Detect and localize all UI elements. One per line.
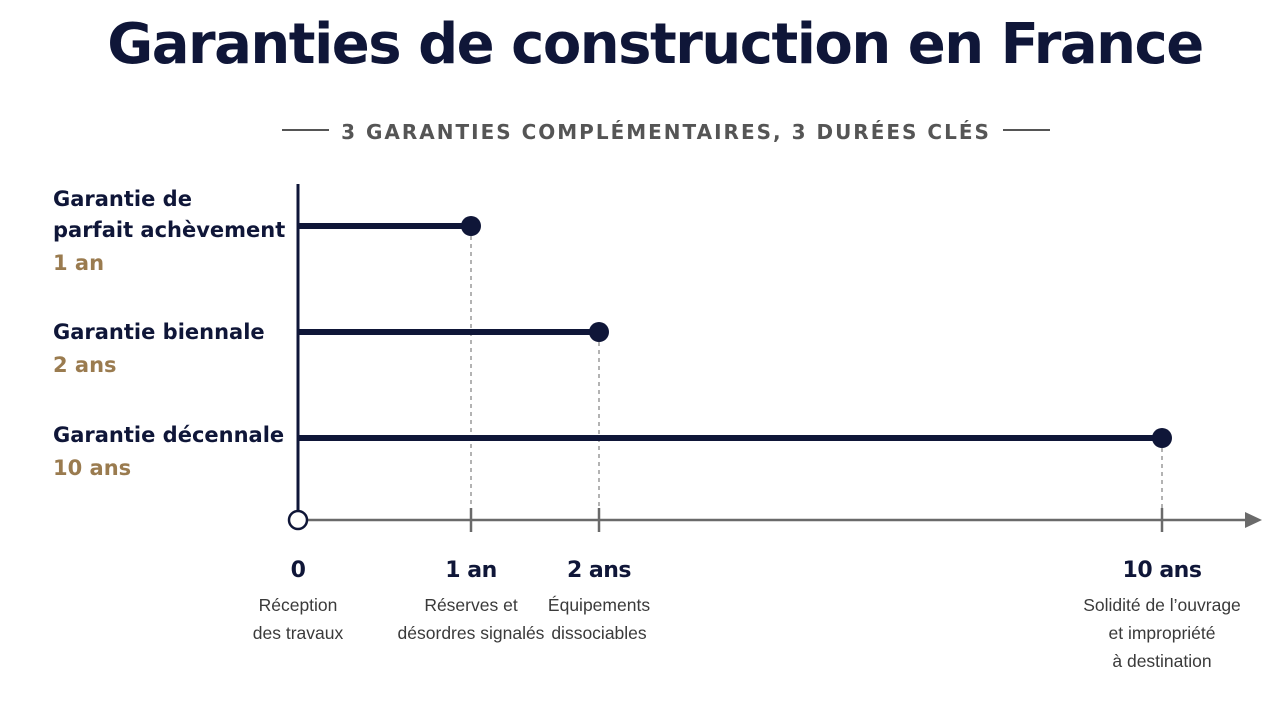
- bar-1-name-label: Garantie de parfait achèvement: [53, 187, 285, 242]
- bar-1-duration-label: 1 an: [53, 251, 104, 275]
- page-title: Garanties de construction en France: [107, 12, 1204, 77]
- tick-description-1: Réserves et désordres signalés: [398, 595, 545, 643]
- bar-3-duration-label: 10 ans: [53, 456, 131, 480]
- time-axis-arrow-icon: [1245, 512, 1262, 528]
- tick-label-2: 2 ans: [567, 558, 631, 583]
- bar-3-end-marker: [1152, 428, 1172, 448]
- bar-name-line: Garantie décennale: [53, 423, 284, 447]
- tick-description-line: et impropriété: [1109, 623, 1216, 643]
- tick-label-0: 0: [291, 558, 306, 583]
- bar-name-line: Garantie de: [53, 187, 192, 211]
- bar-2-end-marker: [589, 322, 609, 342]
- tick-description-line: Solidité de l’ouvrage: [1083, 595, 1241, 615]
- tick-description-0: Réception des travaux: [253, 595, 344, 643]
- tick-description-line: Équipements: [548, 595, 650, 615]
- bar-2-duration-label: 2 ans: [53, 353, 117, 377]
- tick-description-line: désordres signalés: [398, 623, 545, 643]
- tick-description-line: Réception: [259, 595, 338, 615]
- tick-description-3: Solidité de l’ouvrage et impropriété à des…: [1083, 595, 1241, 671]
- bar-name-line: Garantie biennale: [53, 320, 265, 344]
- subtitle-group: 3 GARANTIES COMPLÉMENTAIRES, 3 DURÉES CL…: [282, 120, 1050, 144]
- bar-3-name-label: Garantie décennale: [53, 423, 284, 447]
- tick-description-line: dissociables: [551, 623, 647, 643]
- tick-label-3: 10 ans: [1123, 558, 1202, 583]
- tick-description-line: à destination: [1112, 651, 1211, 671]
- bar-2-name-label: Garantie biennale: [53, 320, 265, 344]
- tick-description-line: des travaux: [253, 623, 344, 643]
- bar-name-line: parfait achèvement: [53, 218, 285, 242]
- origin-marker: [287, 509, 309, 531]
- tick-description-2: Équipements dissociables: [548, 595, 650, 643]
- subtitle: 3 GARANTIES COMPLÉMENTAIRES, 3 DURÉES CL…: [341, 120, 991, 144]
- tick-label-1: 1 an: [445, 558, 496, 583]
- plot-area: Garantie de parfait achèvement 1 an Garanti…: [53, 184, 1262, 671]
- bar-1-end-marker: [461, 216, 481, 236]
- tick-description-line: Réserves et: [424, 595, 518, 615]
